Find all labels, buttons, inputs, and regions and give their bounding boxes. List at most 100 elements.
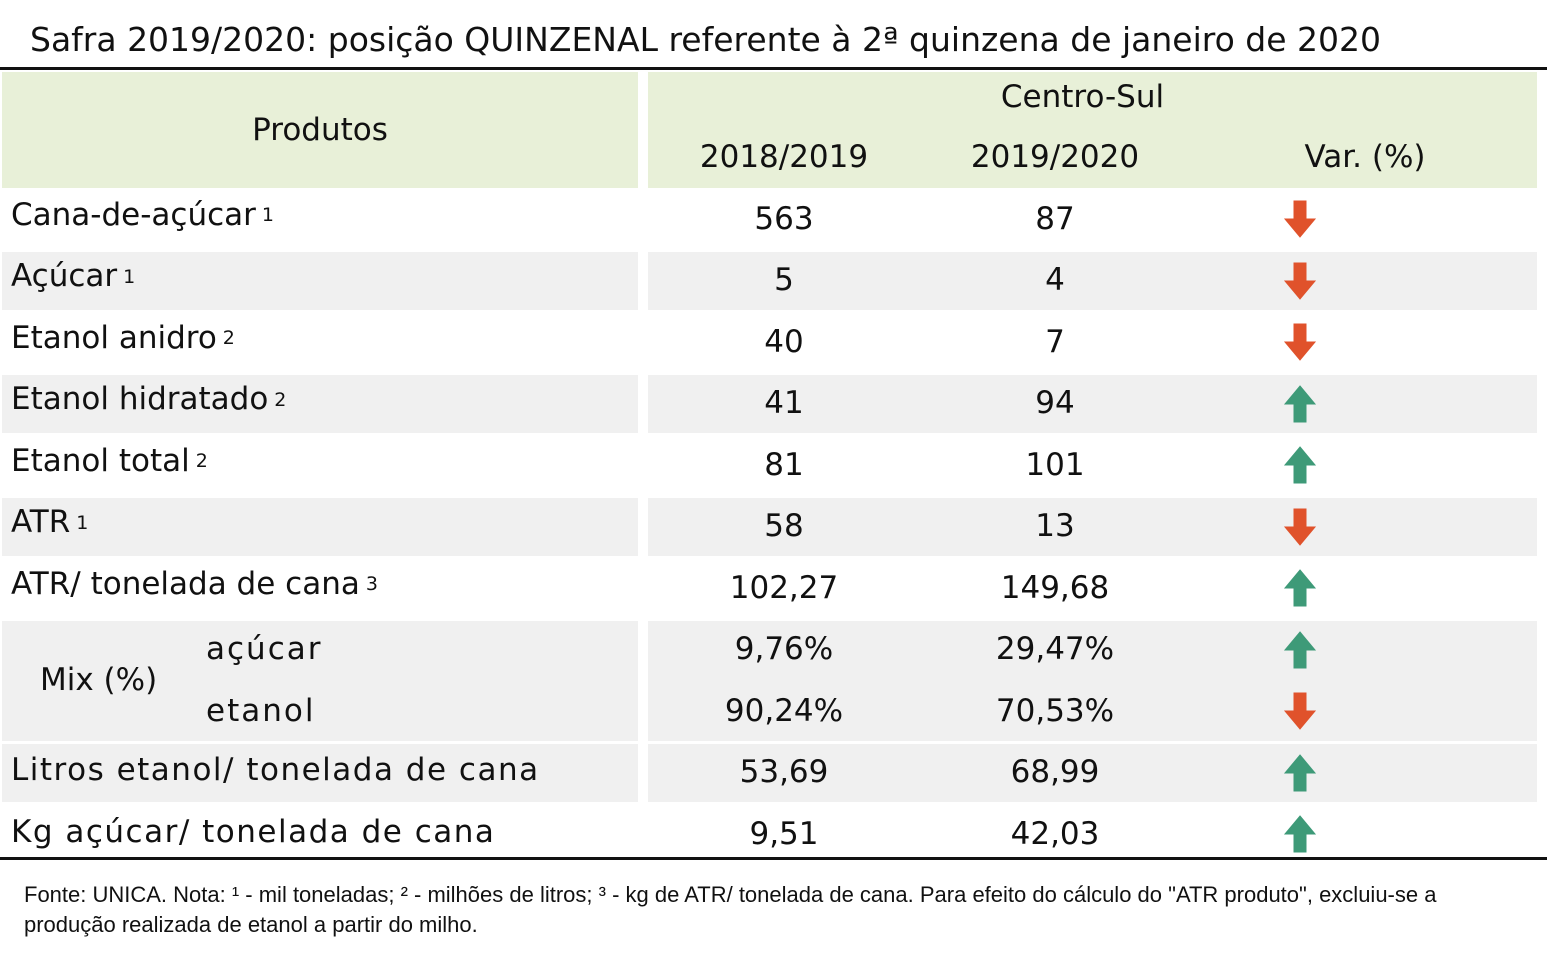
value-text: 29,47% <box>995 631 1115 668</box>
value-text: 9,51 <box>749 815 819 852</box>
table-row-label: ATR 1 <box>2 494 638 553</box>
up-arrow-icon <box>1283 630 1317 669</box>
mix-label: Mix (%) <box>40 621 190 741</box>
source-footnote: Fonte: UNICA. Nota: ¹ - mil toneladas; ²… <box>24 882 1437 937</box>
up-arrow-icon <box>1283 569 1317 607</box>
row-stripe-right <box>648 251 1537 310</box>
value-2018-2019: 9,76% <box>650 621 918 680</box>
header-products-cell: Produtos <box>2 72 638 188</box>
row-stripe-left <box>2 251 638 310</box>
footnote-marker: 1 <box>76 511 89 534</box>
value-2018-2019: 90,24% <box>650 682 918 741</box>
value-text: 563 <box>754 200 814 237</box>
table-row-label: Etanol hidratado 2 <box>2 371 638 430</box>
value-text: 70,53% <box>995 692 1115 729</box>
footnote-marker: 2 <box>222 327 235 350</box>
row-label-text: Litros etanol/ tonelada de cana <box>11 752 540 789</box>
table-row-label: Cana-de-açúcar 1 <box>2 186 638 245</box>
value-2018-2019: 53,69 <box>650 744 918 803</box>
header-region: Centro-Sul <box>1000 78 1165 115</box>
table-row-label: Etanol total 2 <box>2 432 638 491</box>
value-2019-2020: 7 <box>920 313 1190 372</box>
row-label-text: Etanol hidratado <box>11 381 269 418</box>
value-text: 68,99 <box>1010 754 1100 791</box>
row-stripe-right <box>648 620 1537 741</box>
value-text: 90,24% <box>724 692 844 729</box>
bottom-rule <box>0 857 1547 860</box>
row-stripe-left <box>2 620 638 741</box>
header-products: Produtos <box>252 111 388 148</box>
mix-sub-label-text: açúcar <box>206 631 323 668</box>
value-2019-2020: 42,03 <box>920 805 1190 864</box>
row-label-text: Etanol total <box>11 442 190 479</box>
table-row-label: Etanol anidro 2 <box>2 309 638 368</box>
down-arrow-icon <box>1283 323 1317 362</box>
mix-sub-label: etanol <box>206 682 506 741</box>
value-2018-2019: 40 <box>650 313 918 372</box>
value-text: 149,68 <box>1000 569 1110 606</box>
value-text: 58 <box>764 508 804 545</box>
footnote-marker: 1 <box>261 204 274 227</box>
up-arrow-icon <box>1283 753 1317 792</box>
value-2018-2019: 5 <box>650 252 918 311</box>
value-2018-2019: 41 <box>650 375 918 434</box>
row-stripe-left <box>2 497 638 556</box>
value-2019-2020: 94 <box>920 375 1190 434</box>
row-label-text: ATR <box>11 504 71 541</box>
row-stripe-right <box>648 497 1537 556</box>
mix-sub-label-text: etanol <box>206 692 316 729</box>
header-region-cell <box>648 72 1537 188</box>
row-stripe-right <box>648 374 1537 433</box>
value-2019-2020: 70,53% <box>920 682 1190 741</box>
down-arrow-icon <box>1283 262 1317 300</box>
value-2018-2019: 9,51 <box>650 805 918 864</box>
page-title: Safra 2019/2020: posição QUINZENAL refer… <box>30 20 1382 59</box>
value-2018-2019: 102,27 <box>650 559 918 618</box>
row-label-text: ATR/ tonelada de cana <box>11 565 360 602</box>
down-arrow-icon <box>1283 508 1317 546</box>
value-text: 102,27 <box>729 569 839 606</box>
value-text: 87 <box>1035 200 1075 237</box>
row-stripe-left <box>2 743 638 802</box>
up-arrow-icon <box>1283 815 1317 853</box>
up-arrow-icon <box>1283 446 1317 484</box>
table-row-label: ATR/ tonelada de cana 3 <box>2 555 638 614</box>
value-2019-2020: 87 <box>920 190 1190 249</box>
up-arrow-icon <box>1283 384 1317 423</box>
mix-label-text: Mix (%) <box>40 662 158 698</box>
table-row-label: Açúcar 1 <box>2 248 638 307</box>
row-label-text: Cana-de-açúcar <box>11 196 256 233</box>
down-arrow-icon <box>1283 692 1317 731</box>
header-col-2018-2019: 2018/2019 <box>699 138 869 175</box>
footnote-marker: 2 <box>274 388 287 411</box>
value-2018-2019: 81 <box>650 436 918 495</box>
row-stripe-right <box>648 743 1537 802</box>
footnote-marker: 3 <box>365 573 378 596</box>
header-col-var: Var. (%) <box>1304 138 1426 175</box>
row-stripe-left <box>2 374 638 433</box>
value-text: 9,76% <box>734 631 834 668</box>
value-text: 7 <box>1045 323 1065 360</box>
value-text: 13 <box>1035 508 1075 545</box>
value-text: 94 <box>1035 385 1075 422</box>
top-rule <box>0 67 1547 70</box>
footnote-marker: 1 <box>123 265 136 288</box>
value-text: 42,03 <box>1010 815 1100 852</box>
value-2019-2020: 4 <box>920 252 1190 311</box>
row-label-text: Açúcar <box>11 258 118 295</box>
value-2018-2019: 563 <box>650 190 918 249</box>
mix-sub-label: açúcar <box>206 621 506 680</box>
footnote-marker: 2 <box>195 450 208 473</box>
value-2019-2020: 68,99 <box>920 744 1190 803</box>
value-2019-2020: 13 <box>920 498 1190 557</box>
table-row-label: Kg açúcar/ tonelada de cana <box>2 803 638 862</box>
header-col-2019-2020: 2019/2020 <box>970 138 1140 175</box>
row-label-text: Etanol anidro <box>11 319 217 356</box>
value-text: 5 <box>774 262 794 299</box>
down-arrow-icon <box>1283 200 1317 239</box>
value-text: 53,69 <box>739 754 829 791</box>
table-row-label: Litros etanol/ tonelada de cana <box>2 742 638 801</box>
value-text: 40 <box>764 323 804 360</box>
value-2019-2020: 101 <box>920 436 1190 495</box>
row-label-text: Kg açúcar/ tonelada de cana <box>11 813 496 850</box>
